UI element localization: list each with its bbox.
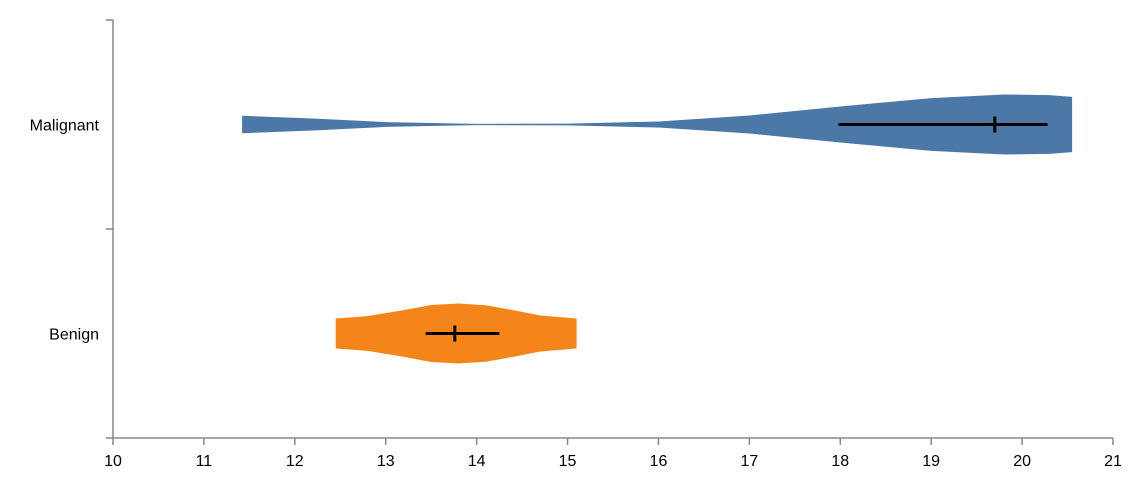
x-tick-label: 11 (196, 453, 213, 470)
x-tick-label: 17 (740, 453, 758, 470)
violin-benign (335, 303, 577, 364)
y-category-label: Malignant (30, 118, 100, 135)
x-tick-label: 20 (1013, 453, 1031, 470)
y-category-label: Benign (49, 327, 99, 344)
axes: 10 11 12 13 14 15 16 17 18 19 20 21 Malignant Benign (30, 19, 1122, 470)
x-tick-label: 18 (831, 453, 849, 470)
plot-area (242, 94, 1073, 364)
x-tick-label: 13 (377, 453, 395, 470)
x-tick-label: 16 (650, 453, 668, 470)
x-tick-label: 12 (286, 453, 304, 470)
x-tick-label: 14 (468, 453, 486, 470)
violin-shape-malignant (242, 94, 1073, 155)
x-tick-label: 10 (104, 453, 122, 470)
violin-malignant (242, 94, 1073, 155)
x-tick-label: 15 (559, 453, 577, 470)
x-tick-label: 19 (922, 453, 940, 470)
x-tick-label: 21 (1104, 453, 1122, 470)
